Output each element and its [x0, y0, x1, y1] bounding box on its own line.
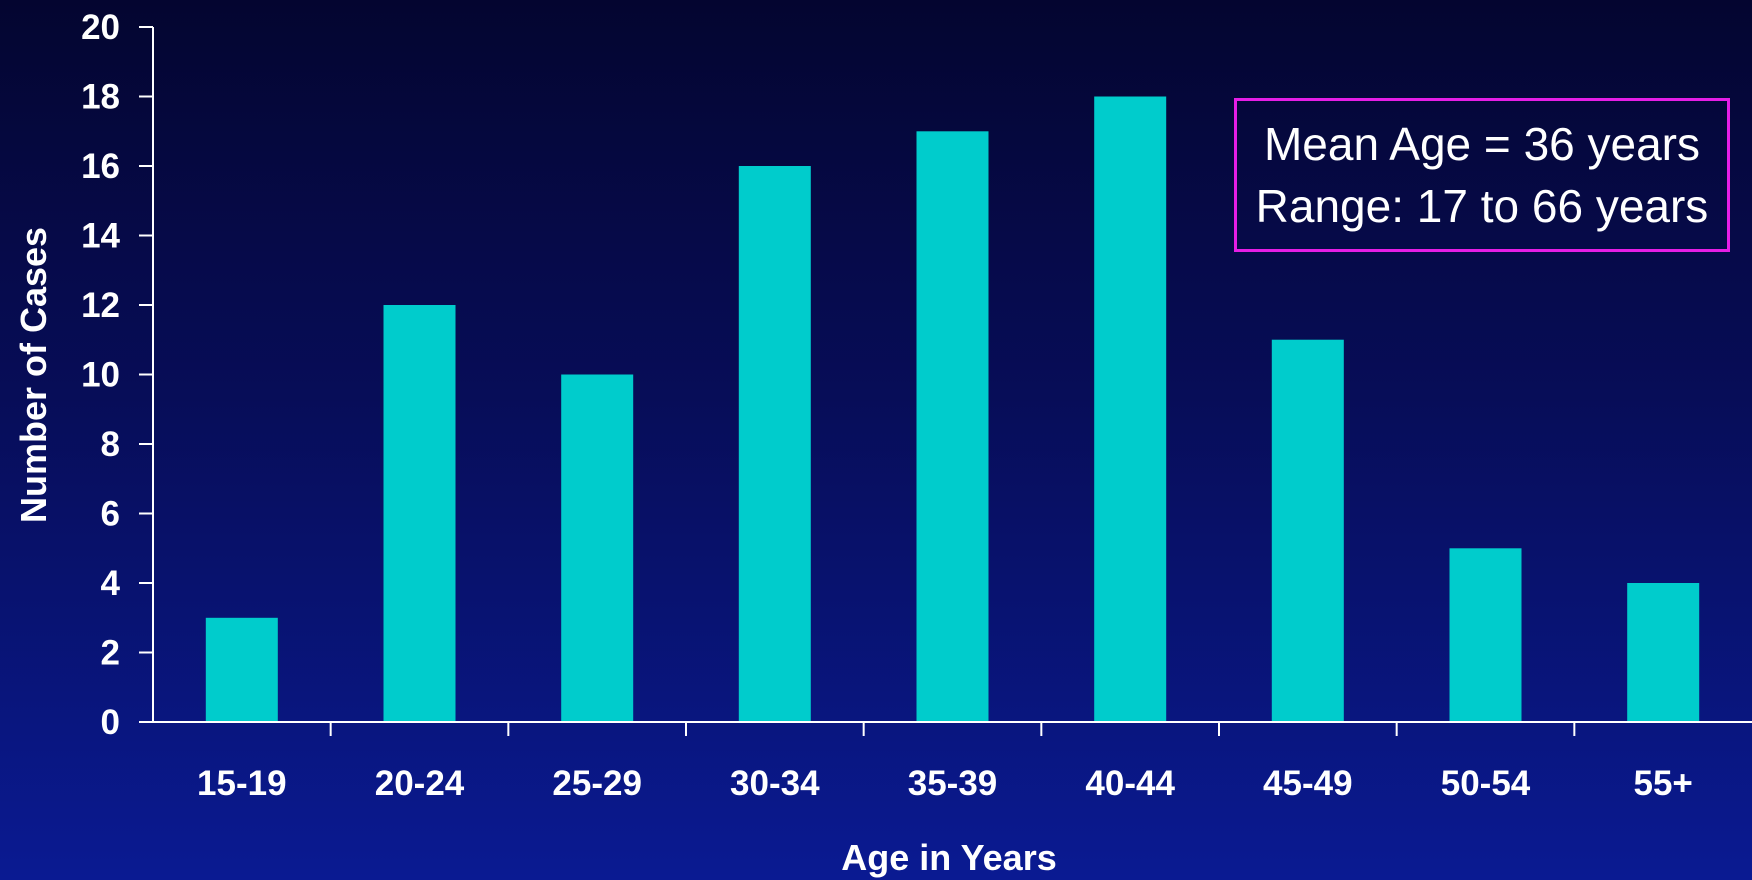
bar-55+	[1627, 583, 1700, 722]
y-tick-label: 4	[101, 564, 121, 603]
bar-15-19	[205, 617, 278, 723]
age-range-text: Range: 17 to 66 years	[1255, 180, 1709, 232]
bar-35-39	[916, 131, 989, 723]
x-tick-label: 30-34	[730, 764, 820, 803]
bar-30-34	[738, 166, 811, 722]
bar-40-44	[1094, 96, 1167, 722]
bars	[205, 96, 1700, 723]
axes	[139, 26, 1752, 736]
x-tick-labels: 15-19 20-24 25-29 30-34 35-39 40-44 45-49 50-54…	[197, 764, 1693, 803]
y-tick-label: 16	[81, 147, 120, 186]
y-tick-label: 0	[101, 703, 120, 742]
x-tick-label: 15-19	[197, 764, 287, 803]
summary-annotation-box: Mean Age = 36 years Range: 17 to 66 year…	[1234, 98, 1730, 252]
y-tick-label: 14	[81, 217, 120, 256]
y-axis-title: Number of Cases	[13, 227, 54, 523]
y-tick-label: 8	[101, 425, 120, 464]
y-tick-label: 2	[101, 634, 120, 673]
bar-25-29	[561, 374, 634, 722]
x-tick-label: 35-39	[908, 764, 998, 803]
mean-age-text: Mean Age = 36 years	[1263, 118, 1700, 170]
y-tick-labels: 0 2 4 6 8 10 12 14 16 18 20	[81, 8, 120, 742]
x-tick-label: 50-54	[1441, 764, 1531, 803]
x-tick-label: 20-24	[375, 764, 465, 803]
x-tick-label: 45-49	[1263, 764, 1353, 803]
y-tick-label: 10	[81, 356, 120, 395]
bar-20-24	[383, 305, 456, 722]
x-axis-title: Age in Years	[841, 837, 1056, 878]
x-tick-label: 55+	[1634, 764, 1693, 803]
x-tick-label: 25-29	[552, 764, 642, 803]
y-tick-label: 18	[81, 78, 120, 117]
bar-50-54	[1449, 548, 1522, 723]
y-tick-label: 20	[81, 8, 120, 47]
y-tick-label: 6	[101, 495, 120, 534]
y-tick-label: 12	[81, 286, 120, 325]
bar-45-49	[1271, 339, 1344, 722]
x-tick-label: 40-44	[1085, 764, 1175, 803]
